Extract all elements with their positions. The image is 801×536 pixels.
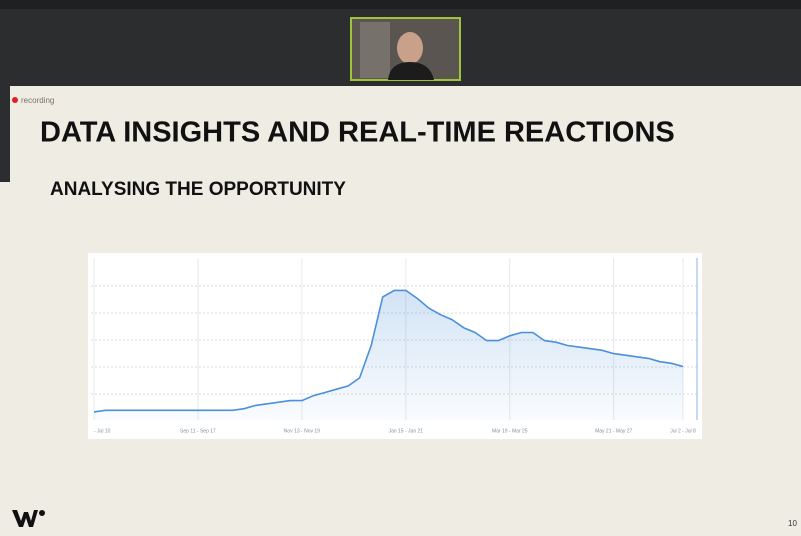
x-tick-label: Nov 13 - Nov 19: [284, 428, 320, 434]
side-strip: [0, 86, 10, 182]
slide-subtitle: ANALYSING THE OPPORTUNITY: [50, 179, 346, 200]
logo-dot: [39, 510, 45, 516]
page: {"recording": "recording", "slide": {"ti…: [0, 0, 801, 536]
recording-label: recording: [21, 96, 54, 105]
logo: [12, 510, 45, 527]
slide-title: DATA INSIGHTS AND REAL-TIME REACTIONS: [40, 117, 675, 149]
x-tick-label: Mar 19 - Mar 25: [492, 428, 528, 434]
x-tick-label: Sep 11 - Sep 17: [180, 428, 216, 434]
x-tick-label: Jul 2 - Jul 8: [670, 428, 696, 434]
video-background: [360, 22, 390, 78]
x-tick-label: May 21 - May 27: [595, 428, 632, 434]
screen: recording DATA INSIGHTS AND REAL-TIME RE…: [0, 0, 801, 536]
recording-dot: [12, 97, 18, 103]
top-strip: [0, 0, 801, 9]
video-tile[interactable]: [351, 18, 460, 80]
slide-number: 10: [788, 519, 797, 528]
x-tick-label: - Jul 10: [94, 428, 111, 434]
x-tick-label: Jan 15 - Jan 21: [389, 428, 424, 434]
participant-head: [397, 32, 423, 64]
logo-mark: [12, 510, 38, 527]
